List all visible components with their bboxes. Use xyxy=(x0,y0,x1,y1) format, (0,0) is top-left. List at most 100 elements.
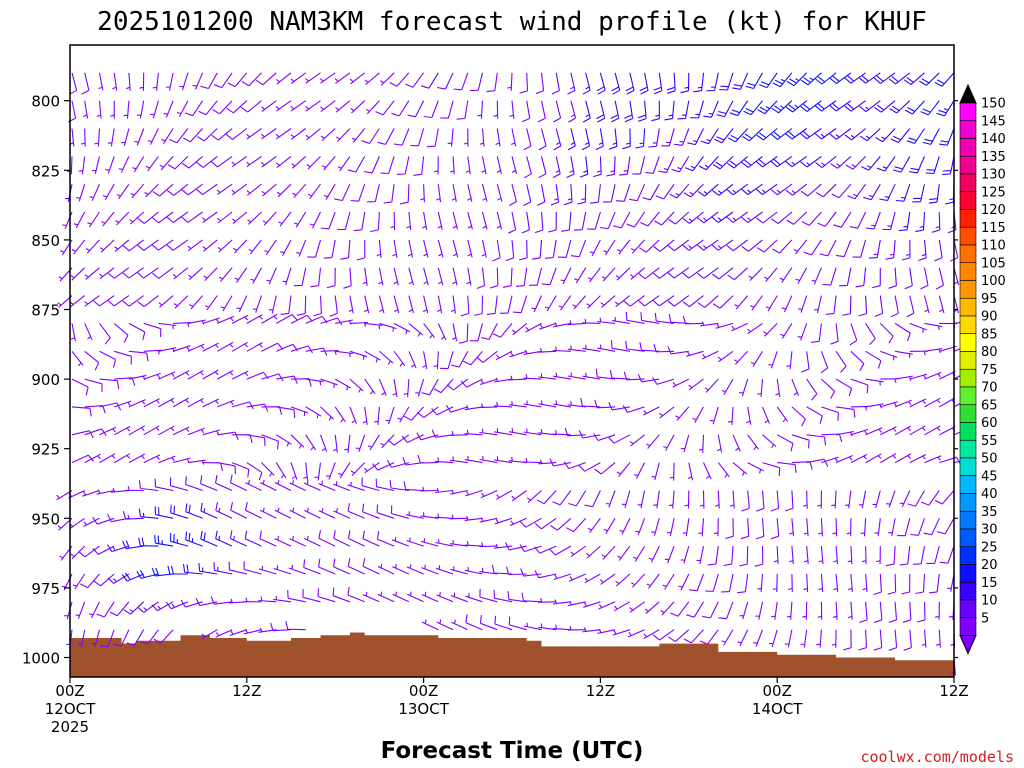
wind-barb xyxy=(393,128,410,146)
wind-barb xyxy=(479,542,498,548)
wind-barb-stroke xyxy=(137,211,159,224)
wind-barb xyxy=(819,239,837,257)
wind-barb xyxy=(70,323,76,342)
wind-barb-stroke xyxy=(541,267,557,286)
wind-barb-stroke xyxy=(801,211,822,226)
wind-barb-stroke xyxy=(613,601,631,612)
wind-barb xyxy=(785,100,808,113)
wind-barb xyxy=(187,427,205,436)
wind-barb-stroke xyxy=(343,267,352,289)
wind-barb-stroke xyxy=(217,341,234,352)
wind-barb xyxy=(567,600,586,607)
wind-barb-stroke xyxy=(859,601,868,624)
wind-barb-stroke xyxy=(872,490,881,509)
wind-barb-stroke xyxy=(727,267,749,281)
wind-barb xyxy=(780,323,793,339)
wind-barb-stroke xyxy=(521,211,530,234)
wind-barb xyxy=(481,156,487,175)
wind-barb xyxy=(762,434,777,449)
wind-barb-stroke xyxy=(850,428,869,436)
wind-barb-stroke xyxy=(276,375,298,384)
wind-barb-stroke xyxy=(741,211,763,224)
wind-barb xyxy=(435,513,454,519)
wind-barb-stroke xyxy=(215,530,233,547)
wind-barb-stroke xyxy=(185,476,203,492)
wind-barb xyxy=(367,434,380,451)
wind-barb-stroke xyxy=(683,183,704,198)
wind-barb xyxy=(143,425,160,436)
wind-barb xyxy=(172,370,190,380)
wind-barb-stroke xyxy=(232,211,248,225)
wind-barb xyxy=(460,295,470,317)
wind-barb xyxy=(85,239,100,254)
wind-barb-stroke xyxy=(614,295,631,308)
wind-barb xyxy=(305,100,321,112)
colorbar-label: 10 xyxy=(981,594,998,609)
wind-barb xyxy=(698,518,705,537)
wind-barb-stroke xyxy=(452,267,458,286)
wind-barb-stroke xyxy=(407,591,424,603)
colorbar-swatch xyxy=(959,475,977,494)
wind-barb-stroke xyxy=(725,518,734,540)
wind-barb-stroke xyxy=(876,156,896,172)
wind-barb xyxy=(453,72,469,91)
wind-barb xyxy=(481,211,488,230)
wind-barb xyxy=(353,211,366,232)
wind-barb-stroke xyxy=(78,545,100,558)
wind-barb-stroke xyxy=(123,100,130,119)
wind-barb-stroke xyxy=(305,406,322,419)
wind-barb xyxy=(643,629,660,639)
wind-barb-stroke xyxy=(376,530,395,547)
wind-barb xyxy=(243,629,262,635)
wind-barb-stroke xyxy=(185,503,203,519)
wind-barb xyxy=(200,502,218,519)
wind-barb-stroke xyxy=(675,406,690,421)
wind-barb xyxy=(671,156,690,173)
wind-barb-stroke xyxy=(601,545,616,560)
wind-barb-stroke xyxy=(894,399,912,408)
wind-barb-stroke xyxy=(936,100,955,117)
wind-barb xyxy=(82,100,89,119)
wind-barb xyxy=(420,486,439,492)
wind-barb-stroke xyxy=(880,350,898,361)
wind-barb-stroke xyxy=(862,573,868,592)
wind-barb-stroke xyxy=(307,183,321,200)
x-tick-label: 00Z xyxy=(409,682,438,700)
wind-barb xyxy=(451,351,469,368)
wind-barb xyxy=(305,406,322,419)
wind-barb xyxy=(713,518,719,537)
wind-barb-stroke xyxy=(894,322,911,342)
wind-barb-stroke xyxy=(723,546,734,567)
wind-barb xyxy=(581,128,591,151)
colorbar-label: 60 xyxy=(981,416,998,431)
wind-barb xyxy=(105,156,115,174)
wind-barb-stroke xyxy=(525,322,542,333)
wind-barb xyxy=(433,378,454,394)
wind-barb-stroke xyxy=(567,128,576,151)
wind-barb xyxy=(493,401,513,408)
wind-barb-stroke xyxy=(784,490,794,512)
wind-barb-stroke xyxy=(896,518,911,537)
wind-barb-stroke xyxy=(158,295,174,308)
wind-barb xyxy=(596,100,606,123)
wind-barb xyxy=(818,546,824,565)
wind-barb xyxy=(202,369,219,380)
wind-barb xyxy=(845,156,866,170)
wind-barb xyxy=(420,72,439,89)
wind-barb xyxy=(887,573,897,595)
wind-barb-stroke xyxy=(113,629,130,647)
wind-barb xyxy=(463,128,469,147)
wind-barb xyxy=(91,156,101,175)
wind-barb-stroke xyxy=(181,183,203,196)
wind-barb-stroke xyxy=(318,530,336,547)
wind-barb-stroke xyxy=(763,267,778,282)
wind-barb xyxy=(667,346,689,355)
wind-barb xyxy=(505,239,515,262)
wind-barb xyxy=(750,351,763,367)
wind-barb-stroke xyxy=(415,378,425,397)
wind-barb xyxy=(403,481,424,492)
wind-barb-stroke xyxy=(378,267,384,286)
wind-barb-stroke xyxy=(353,211,366,232)
wind-barb xyxy=(435,539,454,547)
wind-barb xyxy=(672,378,690,388)
